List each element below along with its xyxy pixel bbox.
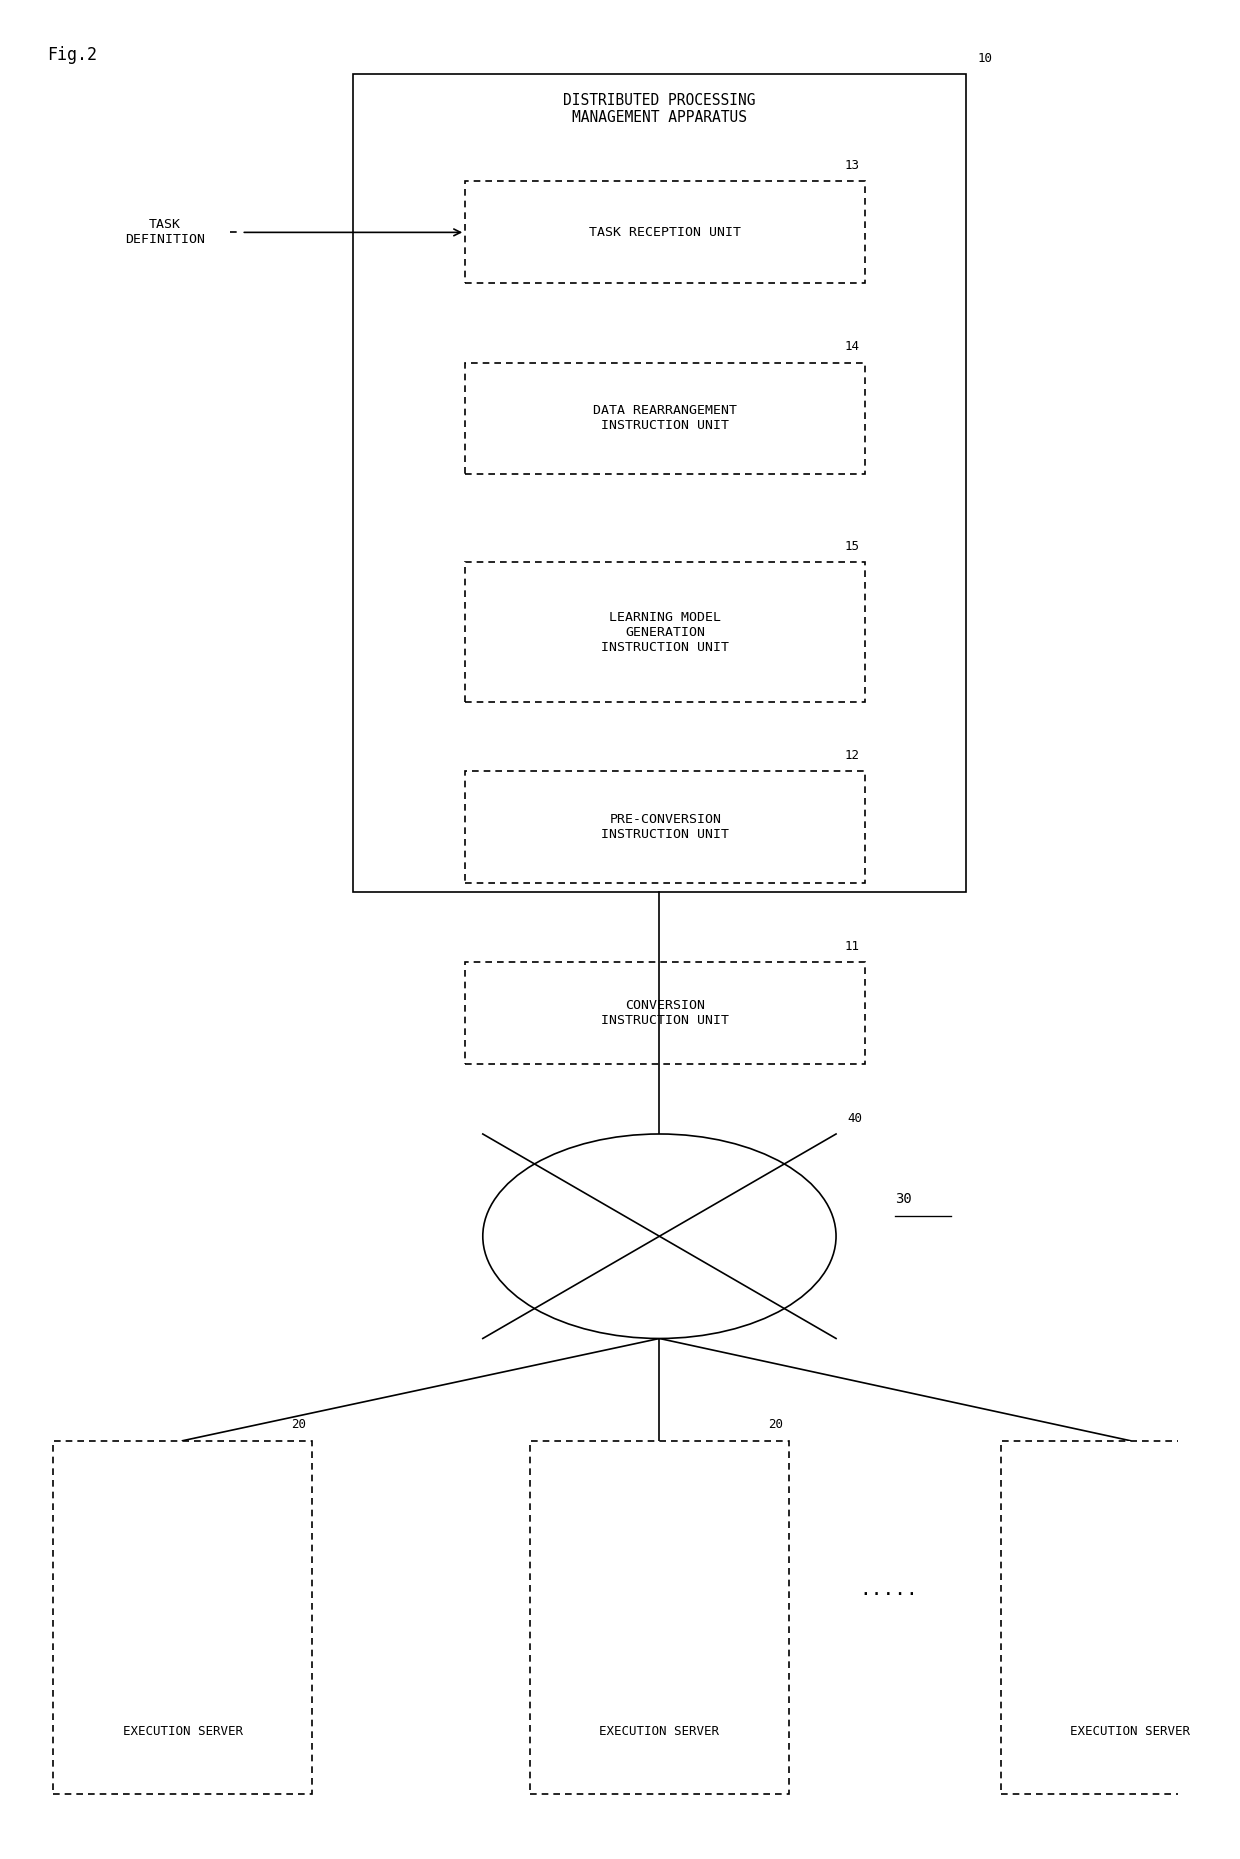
Ellipse shape <box>482 1134 836 1338</box>
Text: 12: 12 <box>844 749 859 762</box>
FancyBboxPatch shape <box>53 1441 312 1794</box>
Text: EXECUTION SERVER: EXECUTION SERVER <box>599 1725 719 1738</box>
FancyBboxPatch shape <box>529 1441 789 1794</box>
Text: Fig.2: Fig.2 <box>47 46 97 65</box>
Text: PRE-CONVERSION
INSTRUCTION UNIT: PRE-CONVERSION INSTRUCTION UNIT <box>601 812 729 842</box>
Text: 20: 20 <box>291 1418 306 1431</box>
Text: TASK
DEFINITION: TASK DEFINITION <box>125 218 205 247</box>
Text: EXECUTION SERVER: EXECUTION SERVER <box>123 1725 243 1738</box>
Text: TASK RECEPTION UNIT: TASK RECEPTION UNIT <box>589 227 742 238</box>
Text: 13: 13 <box>844 160 859 173</box>
Text: 40: 40 <box>848 1112 863 1125</box>
Text: DISTRIBUTED PROCESSING
MANAGEMENT APPARATUS: DISTRIBUTED PROCESSING MANAGEMENT APPARA… <box>563 93 755 125</box>
Text: DATA REARRANGEMENT
INSTRUCTION UNIT: DATA REARRANGEMENT INSTRUCTION UNIT <box>593 403 738 433</box>
Text: .....: ..... <box>859 1580 919 1599</box>
Text: EXECUTION SERVER: EXECUTION SERVER <box>1070 1725 1190 1738</box>
Text: 11: 11 <box>844 941 859 952</box>
Text: 30: 30 <box>895 1192 911 1206</box>
Text: 15: 15 <box>844 541 859 554</box>
Text: LEARNING MODEL
GENERATION
INSTRUCTION UNIT: LEARNING MODEL GENERATION INSTRUCTION UN… <box>601 610 729 654</box>
Text: 14: 14 <box>844 340 859 353</box>
Text: CONVERSION
INSTRUCTION UNIT: CONVERSION INSTRUCTION UNIT <box>601 998 729 1028</box>
Text: 10: 10 <box>977 52 992 65</box>
Text: 20: 20 <box>768 1418 784 1431</box>
FancyBboxPatch shape <box>1001 1441 1240 1794</box>
